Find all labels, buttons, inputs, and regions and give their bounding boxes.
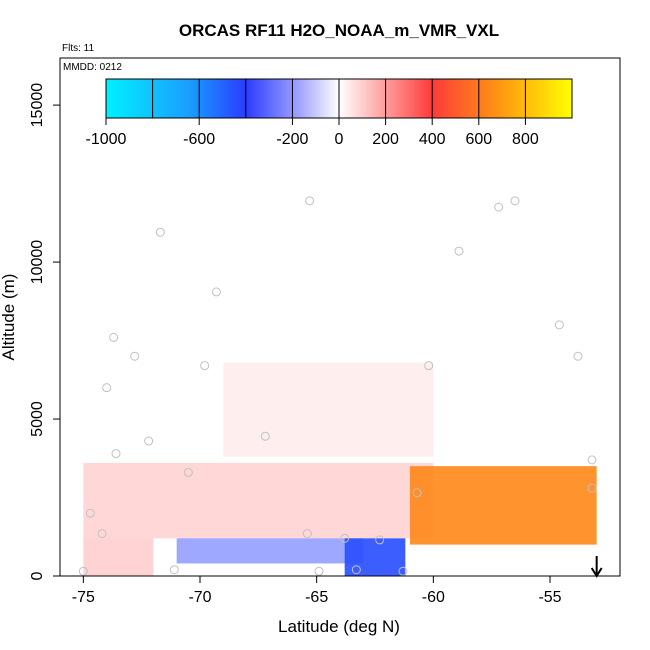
chart-title: ORCAS RF11 H2O_NOAA_m_VMR_VXL [179, 21, 499, 40]
sample-point [412, 488, 422, 498]
sample-point [144, 436, 154, 446]
x-tick-label: -70 [188, 589, 211, 606]
colorbar: -1000 -600 -200 0 200 400 600 800 [86, 78, 573, 148]
sample-point [169, 565, 179, 575]
y-tick-label: 10000 [29, 240, 46, 285]
sample-point [375, 535, 385, 545]
colorbar-tick-label: 600 [465, 131, 492, 148]
colorbar-tick-label: 200 [372, 131, 399, 148]
sample-point [554, 320, 564, 330]
sample-point [305, 196, 315, 206]
sample-point [424, 361, 434, 371]
sample-point [111, 449, 121, 459]
flights-label: Flts: 11 [62, 43, 94, 54]
sample-point [183, 467, 193, 477]
date-label: MMDD: 0212 [63, 62, 122, 73]
colorbar-tick-label: -200 [276, 131, 308, 148]
y-tick-label: 5000 [29, 401, 46, 437]
sample-point [155, 227, 165, 237]
sample-point [314, 566, 324, 576]
x-tick-label: -60 [422, 589, 445, 606]
sample-point [211, 287, 221, 297]
sample-point [587, 483, 597, 493]
sample-point [351, 565, 361, 575]
colorbar-tick-label: 800 [512, 131, 539, 148]
sample-point [109, 332, 119, 342]
sample-point [340, 533, 350, 543]
sample-point [573, 351, 583, 361]
x-tick-label: -75 [72, 589, 95, 606]
heatmap-region-light-positive-upper-plume [223, 362, 434, 457]
sample-point [302, 529, 312, 539]
colorbar-tick-label: 0 [335, 131, 344, 148]
y-tick-label: 0 [29, 571, 46, 580]
down-arrow-marker [590, 556, 603, 578]
sample-point [587, 455, 597, 465]
sample-point [398, 566, 408, 576]
sample-point [510, 196, 520, 206]
y-tick-label: 15000 [29, 83, 46, 128]
sample-point [260, 431, 270, 441]
x-tick-label: -65 [305, 589, 328, 606]
heatmap-region-negative-core [344, 538, 406, 576]
x-axis: -75 -70 -65 -60 -55 [72, 576, 562, 606]
sample-point [454, 246, 464, 256]
sample-point [85, 508, 95, 518]
sample-point [97, 529, 107, 539]
heatmap-region-negative-lower-layer [176, 538, 364, 564]
x-axis-label: Latitude (deg N) [278, 617, 400, 636]
sample-point [200, 361, 210, 371]
colorbar-ticks: -1000 -600 -200 0 200 400 600 800 [86, 118, 539, 148]
colorbar-divisions [152, 79, 526, 118]
colorbar-tick-label: -1000 [86, 131, 127, 148]
sample-point [102, 383, 112, 393]
heatmap-region-strong-positive-plume [410, 466, 597, 545]
sample-points [78, 196, 597, 576]
colorbar-tick-label: -600 [183, 131, 215, 148]
sample-point [130, 351, 140, 361]
sample-point [494, 202, 504, 212]
y-axis: 0 5000 10000 15000 [29, 83, 60, 580]
colorbar-tick-label: 400 [419, 131, 446, 148]
plot-frame [59, 57, 621, 577]
heatmap-region-light-positive-low-west [83, 538, 154, 576]
arrow-head [590, 567, 603, 578]
heatmap-layer [83, 362, 597, 576]
y-axis-label: Altitude (m) [0, 274, 18, 361]
sample-point [78, 566, 88, 576]
heatmap-region-light-positive-boundary-layer [83, 462, 434, 539]
x-tick-label: -55 [538, 589, 561, 606]
